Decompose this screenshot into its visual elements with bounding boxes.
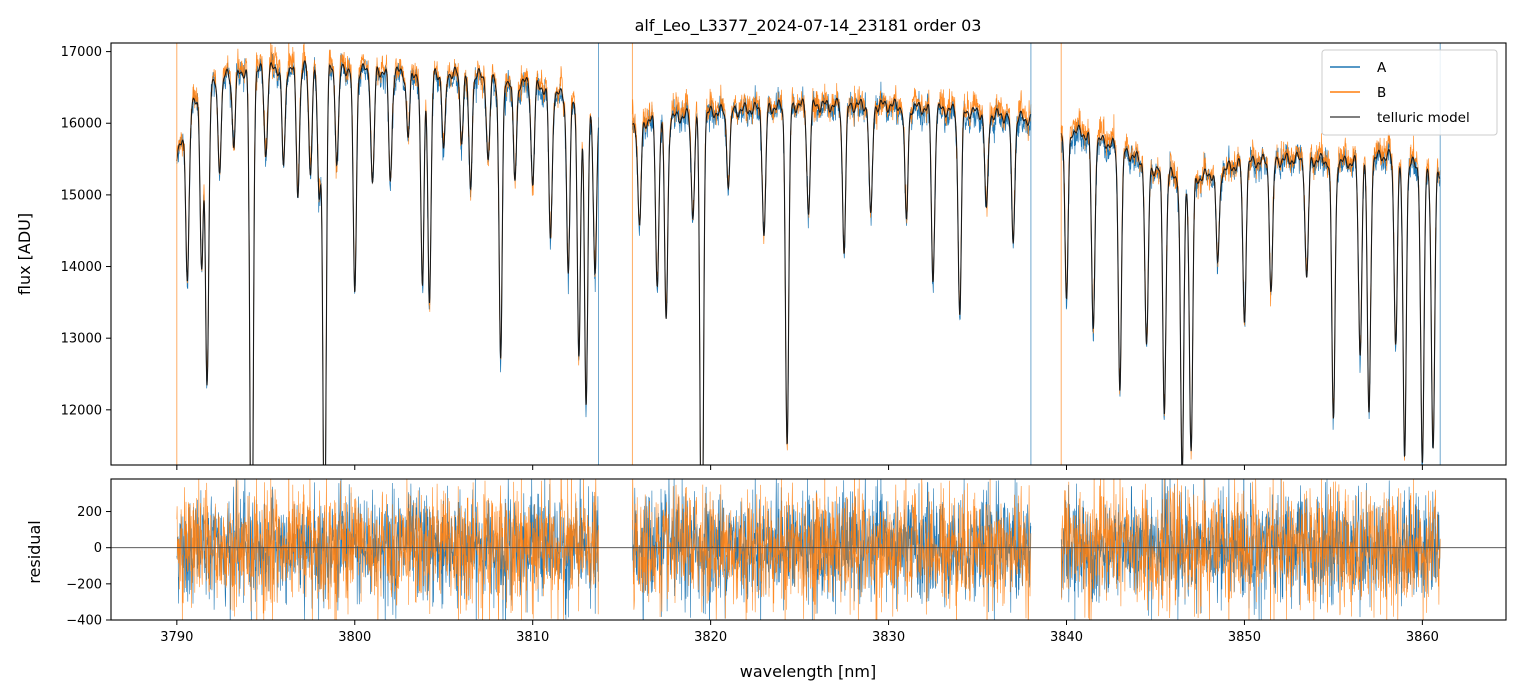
residual-y-tick-label: −200 [66,577,102,592]
flux-y-tick-label: 17000 [61,45,102,60]
residual-b-line-segment-0 [176,479,599,620]
wavelength-x-tick-label: 3790 [160,630,193,645]
residual-panel: −400 −200 0 200 3790 3800 3810 3820 3830 3840 385… [25,478,1507,681]
flux-axes-frame [110,42,1507,466]
residual-b-line-segment-1 [632,479,1032,620]
wavelength-x-tick-label: 3850 [1228,630,1261,645]
x-axis-label: wavelength [nm] [740,662,877,681]
flux-y-tick-label: 14000 [61,260,102,275]
wavelength-x-tick-label: 3830 [872,630,905,645]
flux-y-tick-label: 16000 [61,117,102,132]
residual-y-ticks: −400 −200 0 200 [66,505,111,629]
flux-y-tick-label: 13000 [61,332,102,347]
telluric-model-line-segment-1 [631,97,1032,465]
telluric-model-line-segment-2 [1060,124,1441,465]
wavelength-x-tick-label: 3810 [516,630,549,645]
residual-y-tick-label: 0 [94,541,102,556]
legend-label-1: A [1377,60,1387,76]
residual-y-axis-label: residual [25,520,44,583]
wavelength-x-tick-label: 3860 [1406,630,1439,645]
wavelength-x-tick-label: 3840 [1050,630,1083,645]
flux-y-ticks: 12000 13000 14000 15000 16000 17000 [61,45,111,418]
flux-series-group [176,43,1441,465]
residual-series-group [111,479,1506,620]
wavelength-x-tick-label: 3820 [694,630,727,645]
legend-label-2: B [1377,85,1386,101]
residual-axes-frame [110,478,1507,621]
legend-box [1321,49,1498,136]
telluric-model-line-segment-0 [176,60,600,465]
flux-x-ticks [176,465,1423,470]
flux-y-tick-label: 12000 [61,403,102,418]
residual-y-tick-label: 200 [77,505,102,520]
legend-label-3: telluric model [1377,110,1470,126]
flux-y-tick-label: 15000 [61,188,102,203]
residual-y-tick-label: −400 [66,614,102,629]
chart-title: alf_Leo_L3377_2024-07-14_23181 order 03 [635,16,982,36]
residual-b-line-segment-2 [1060,479,1441,620]
residual-x-ticks: 3790 3800 3810 3820 3830 3840 3850 3860 [160,620,1439,645]
series-b-line-segment-2 [1060,108,1441,465]
flux-y-axis-label: flux [ADU] [15,213,34,295]
flux-panel: 12000 13000 14000 15000 16000 17000 flux [ADU… [15,42,1507,470]
wavelength-x-tick-label: 3800 [338,630,371,645]
